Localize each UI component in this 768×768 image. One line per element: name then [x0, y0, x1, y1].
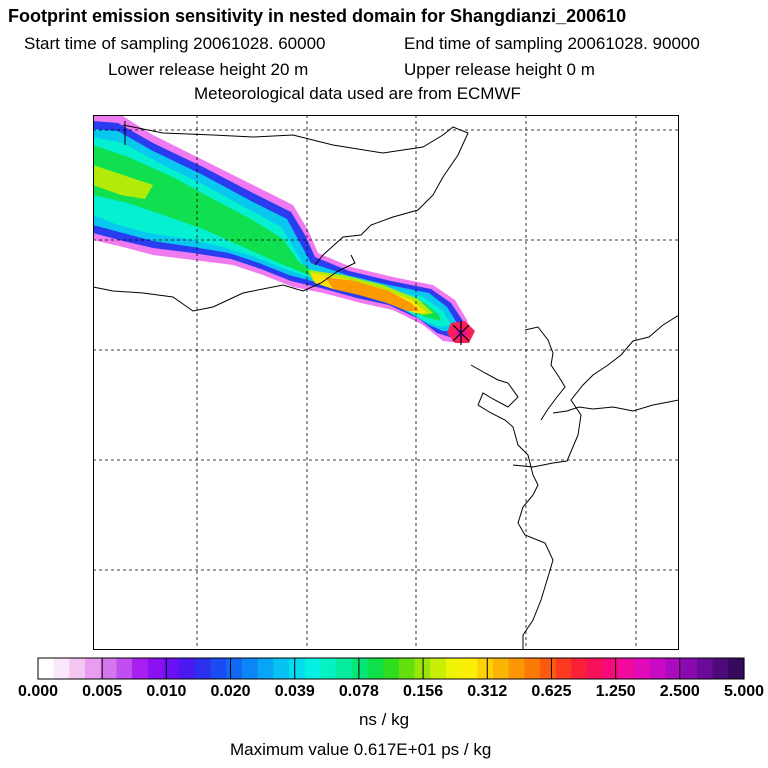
colorbar-cell: [712, 658, 729, 679]
colorbar-cell: [163, 658, 180, 679]
colorbar-tick-label: 0.039: [274, 683, 315, 700]
colorbar-cell: [351, 658, 369, 679]
plume-orange-core: [325, 277, 419, 311]
colorbar-cell: [634, 658, 651, 679]
upper-release-height-label: Upper release height 0 m: [404, 60, 595, 79]
colorbar-cell: [728, 658, 745, 679]
colorbar: [37, 657, 745, 680]
colorbar-cell: [477, 658, 494, 679]
footprint-map: [93, 115, 679, 650]
colorbar-tick-label: 0.312: [467, 683, 508, 700]
colorbar-cell: [587, 658, 604, 679]
colorbar-tick-label: 0.078: [338, 683, 379, 700]
peninsula-coast: [524, 326, 566, 421]
colorbar-cell: [540, 658, 557, 679]
colorbar-cell: [665, 658, 682, 679]
colorbar-cell: [85, 658, 102, 679]
colorbar-tick-label: 0.010: [146, 683, 187, 700]
korea-border-line: [552, 399, 679, 414]
colorbar-tick-label: 0.625: [531, 683, 572, 700]
plume-green-band: [93, 145, 441, 321]
colorbar-tick-label: 0.156: [403, 683, 444, 700]
meteorological-data-label: Meteorological data used are from ECMWF: [194, 84, 521, 103]
colorbar-cell: [241, 658, 259, 679]
coastline-east: [470, 364, 554, 650]
colorbar-cell: [649, 658, 667, 679]
colorbar-cell: [696, 658, 714, 679]
colorbar-cell: [555, 658, 573, 679]
colorbar-cell: [53, 658, 70, 679]
colorbar-cell: [571, 658, 588, 679]
lower-release-height-label: Lower release height 20 m: [108, 60, 309, 79]
colorbar-cell: [398, 658, 416, 679]
colorbar-cell: [179, 658, 196, 679]
colorbar-cell: [210, 658, 227, 679]
plume-yellowgreen-band: [93, 165, 433, 315]
colorbar-tick-label: 0.000: [17, 683, 59, 700]
colorbar-cell: [69, 658, 86, 679]
northern-border-line: [122, 124, 469, 266]
colorbar-cell: [602, 658, 620, 679]
coastlines-and-borders: [93, 121, 679, 650]
coastline-north-east: [512, 314, 679, 468]
colorbar-cell: [383, 658, 400, 679]
province-border-line: [93, 254, 356, 312]
map-title: Footprint emission sensitivity in nested…: [8, 6, 627, 26]
colorbar-cell: [273, 658, 290, 679]
colorbar-cell: [132, 658, 149, 679]
colorbar-tick-label: 0.020: [210, 683, 251, 700]
colorbar-cell: [289, 658, 306, 679]
graticule: [93, 115, 679, 650]
colorbar-cell: [430, 658, 447, 679]
colorbar-cell: [147, 658, 165, 679]
start-time-label: Start time of sampling 20061028. 60000: [24, 34, 326, 53]
colorbar-cell: [194, 658, 212, 679]
colorbar-cell: [492, 658, 510, 679]
maximum-value-label: Maximum value 0.617E+01 ps / kg: [230, 740, 492, 759]
emission-sensitivity-plume: [93, 115, 475, 345]
receptor-cross: [452, 321, 470, 345]
end-time-label: End time of sampling 20061028. 90000: [404, 34, 700, 53]
colorbar-cell: [461, 658, 478, 679]
colorbar-cell: [524, 658, 541, 679]
colorbar-cell: [257, 658, 274, 679]
colorbar-tick-label: 5.000: [723, 683, 765, 700]
colorbar-cell: [618, 658, 635, 679]
colorbar-cell: [445, 658, 463, 679]
map-frame: [93, 115, 679, 650]
colorbar-tick-label: 1.250: [595, 683, 636, 700]
colorbar-cell: [681, 658, 698, 679]
colorbar-cell: [304, 658, 321, 679]
colorbar-cell: [100, 658, 118, 679]
colorbar-cell: [336, 658, 353, 679]
colorbar-cell: [38, 658, 55, 679]
colorbar-cell: [320, 658, 337, 679]
colorbar-cell: [508, 658, 525, 679]
colorbar-tick-label: 0.005: [82, 683, 123, 700]
colorbar-unit: ns / kg: [358, 710, 410, 729]
colorbar-cell: [367, 658, 384, 679]
colorbar-cell: [226, 658, 243, 679]
colorbar-tick-label: 2.500: [659, 683, 700, 700]
colorbar-cell: [116, 658, 133, 679]
